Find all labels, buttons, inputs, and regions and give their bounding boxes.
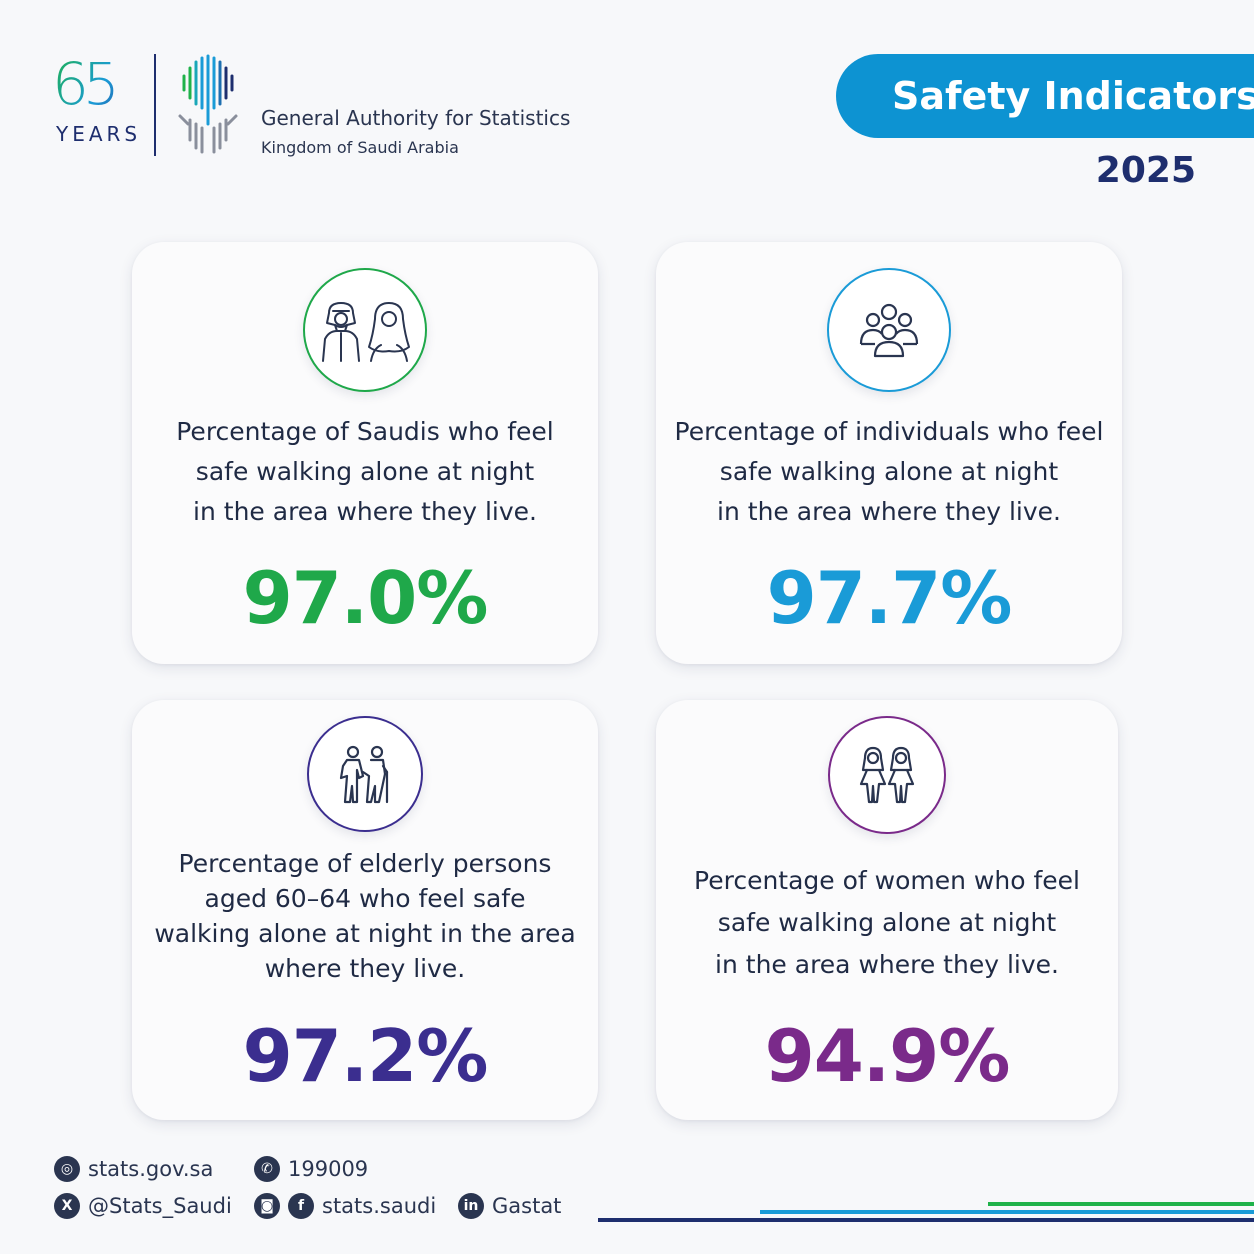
x-handle-text: @Stats_Saudi — [88, 1194, 232, 1218]
instagram-icon: ◙ — [254, 1193, 280, 1219]
indicator-card-elderly: Percentage of elderly persons aged 60–64… — [132, 700, 598, 1120]
65-years-logo: 65 YEARS — [52, 52, 142, 162]
phone-icon: ✆ — [254, 1156, 280, 1182]
linkedin-link[interactable]: in Gastat — [458, 1193, 561, 1219]
header-divider — [154, 54, 156, 156]
anniversary-number: 65 — [52, 52, 142, 116]
indicator-card-saudis: Percentage of Saudis who feel safe walki… — [132, 242, 598, 664]
indicator-description: Percentage of women who feel safe walkin… — [694, 866, 1080, 979]
indicator-card-individuals: Percentage of individuals who feel safe … — [656, 242, 1122, 664]
website-link[interactable]: ◎ stats.gov.sa — [54, 1156, 213, 1182]
elderly-couple-icon — [339, 745, 389, 804]
two-women-icon — [859, 746, 915, 804]
x-link[interactable]: X @Stats_Saudi — [54, 1193, 232, 1219]
indicator-value: 97.2% — [242, 1014, 489, 1098]
indicator-value: 94.9% — [764, 1014, 1011, 1098]
icon-ring — [828, 716, 946, 834]
org-name: General Authority for Statistics — [261, 106, 571, 130]
icon-ring — [307, 716, 423, 832]
org-country: Kingdom of Saudi Arabia — [261, 138, 459, 157]
page-title: Safety Indicators — [836, 54, 1254, 138]
social-text: stats.saudi — [322, 1194, 437, 1218]
gastat-logo-icon — [178, 54, 238, 154]
phone-text: 199009 — [288, 1157, 369, 1181]
accent-line-green — [988, 1202, 1254, 1206]
facebook-icon: f — [288, 1193, 314, 1219]
linkedin-text: Gastat — [492, 1194, 562, 1218]
icon-ring — [827, 268, 951, 392]
indicator-value: 97.7% — [766, 556, 1013, 640]
group-people-icon — [859, 303, 919, 358]
saudi-man-woman-icon — [322, 302, 410, 362]
accent-line-navy — [598, 1218, 1254, 1222]
phone-link[interactable]: ✆ 199009 — [254, 1156, 368, 1182]
accent-line-blue — [760, 1210, 1254, 1214]
x-icon: X — [54, 1193, 80, 1219]
indicator-description: Percentage of Saudis who feel safe walki… — [176, 417, 554, 526]
organization-block: General Authority for Statistics Kingdom… — [261, 106, 570, 157]
globe-icon: ◎ — [54, 1156, 80, 1182]
icon-ring — [303, 268, 427, 392]
indicator-card-women: Percentage of women who feel safe walkin… — [656, 700, 1118, 1120]
indicator-description: Percentage of individuals who feel safe … — [674, 417, 1104, 526]
indicator-description: Percentage of elderly persons aged 60–64… — [154, 849, 576, 983]
indicator-value: 97.0% — [242, 556, 489, 640]
linkedin-icon: in — [458, 1193, 484, 1219]
social-link[interactable]: ◙ f stats.saudi — [254, 1193, 436, 1219]
anniversary-label: YEARS — [56, 122, 142, 146]
report-year: 2025 — [1095, 150, 1196, 191]
website-text: stats.gov.sa — [88, 1157, 214, 1181]
